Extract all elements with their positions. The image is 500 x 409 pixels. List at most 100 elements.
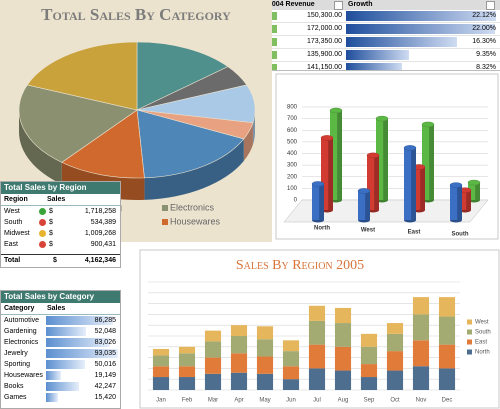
x-tick-label: East (408, 230, 421, 236)
bar-segment (204, 341, 222, 358)
bar-shade (337, 110, 342, 200)
bar-top (449, 182, 463, 188)
y-tick-label: 0 (294, 198, 298, 204)
row-marker (272, 25, 277, 33)
dropdown (334, 1, 343, 10)
bar-top (311, 181, 325, 187)
bar-segment (360, 364, 378, 378)
bar-top (467, 179, 481, 186)
bar-segment (308, 344, 326, 369)
table-row: 173,350.00 16.30% (272, 36, 500, 49)
status-icon (39, 230, 46, 237)
column-header: Sales (47, 196, 66, 203)
bar-top (320, 135, 334, 141)
chart-title: Sales By Region 2005 (236, 258, 364, 273)
sales: 42,247 (94, 383, 116, 390)
legend-label: Housewares (170, 216, 221, 226)
bar-segment (152, 377, 170, 390)
bar-segment (412, 314, 430, 341)
bar-segment (282, 340, 300, 352)
column-header: Region (4, 196, 28, 203)
pie-slice (136, 109, 245, 179)
bar-segment (152, 355, 170, 367)
data-bar (346, 11, 496, 21)
x-tick-label: Mar (208, 398, 218, 404)
bar-top (366, 152, 380, 159)
bar-segment (204, 330, 222, 342)
pivot-table: 2004 Revenue Growth 150,300.00 22.12% 172,00… (272, 0, 500, 71)
column-header: Growth (348, 1, 373, 8)
table-row: 172,000.00 22.00% (272, 23, 500, 36)
sales: 83,026 (94, 339, 116, 346)
y-tick-label: 600 (287, 128, 298, 134)
legend-label: Electronics (170, 202, 215, 212)
legend-swatch (162, 219, 168, 225)
bar-shade (466, 190, 471, 210)
x-tick-label: South (452, 232, 469, 238)
legend-label: South (475, 330, 491, 336)
bar-segment (412, 366, 430, 390)
bar-segment (360, 377, 378, 390)
category-table: Total Sales by Category Category Sales Auto… (0, 290, 121, 409)
data-bar (46, 393, 58, 402)
table-row: 141,150.00 8.32% (272, 62, 500, 70)
bar-top (375, 115, 389, 122)
bar (449, 182, 463, 223)
y-tick-label: 100 (287, 186, 298, 192)
table-row: Gardening 52,048 (1, 326, 120, 337)
data-bar (46, 349, 118, 358)
data-bar (346, 50, 410, 60)
header-row: Region Sales (1, 194, 120, 206)
table-row: East $900,431 (1, 239, 120, 250)
currency: $ (49, 208, 53, 215)
x-tick-label: Sep (364, 398, 375, 404)
bar-shade (319, 183, 324, 220)
bar-segment (230, 336, 248, 354)
bar-segment (178, 377, 196, 390)
legend-label: East (475, 340, 487, 346)
bar-top (357, 188, 371, 194)
currency: $ (49, 219, 53, 226)
x-tick-label: Jul (313, 398, 321, 404)
row-marker (272, 38, 277, 46)
table-row: West $1,718,258 (1, 206, 120, 217)
sales: 52,048 (94, 328, 116, 335)
table-row: 150,300.00 22.12% (272, 10, 500, 23)
bar-segment (152, 348, 170, 356)
column-header: Category (4, 305, 35, 312)
bar-segment (438, 297, 456, 317)
category: Games (4, 394, 27, 401)
total-label: Total (4, 257, 21, 264)
region-table: Total Sales by Region Region Sales West $1,7… (0, 181, 121, 268)
bar-segment (412, 297, 430, 315)
header-row: 2004 Revenue Growth (272, 0, 500, 10)
bar-segment (386, 351, 404, 371)
data-bar (46, 382, 79, 391)
data-bar (46, 338, 111, 347)
pie-slice-side (144, 138, 244, 200)
table-row: Midwest $1,009,268 (1, 228, 120, 239)
sales: 4,162,346 (84, 257, 116, 264)
table-title: Total Sales by Category (1, 291, 120, 303)
x-tick-label: West (361, 228, 375, 234)
column-header: 2004 Revenue (272, 1, 315, 8)
sales: 50,016 (94, 361, 116, 368)
pie-slice (18, 84, 138, 163)
row-marker (272, 64, 277, 70)
region: East (4, 241, 19, 248)
bar-segment (438, 344, 456, 369)
growth: 16.30% (472, 38, 496, 45)
chart-title: Total Sales By Category (41, 5, 231, 24)
revenue: 150,300.00 (306, 12, 342, 19)
table-title: Total Sales by Region (1, 182, 120, 194)
bar-segment (386, 370, 404, 390)
bar-shade (411, 147, 416, 220)
region: Midwest (4, 230, 30, 237)
bar-shade (457, 185, 462, 220)
bar-segment (256, 356, 274, 374)
table-row: Automotive 86,285 (1, 315, 120, 326)
legend-swatch (467, 339, 472, 345)
bar-segment (230, 372, 248, 390)
category: Books (4, 383, 24, 390)
